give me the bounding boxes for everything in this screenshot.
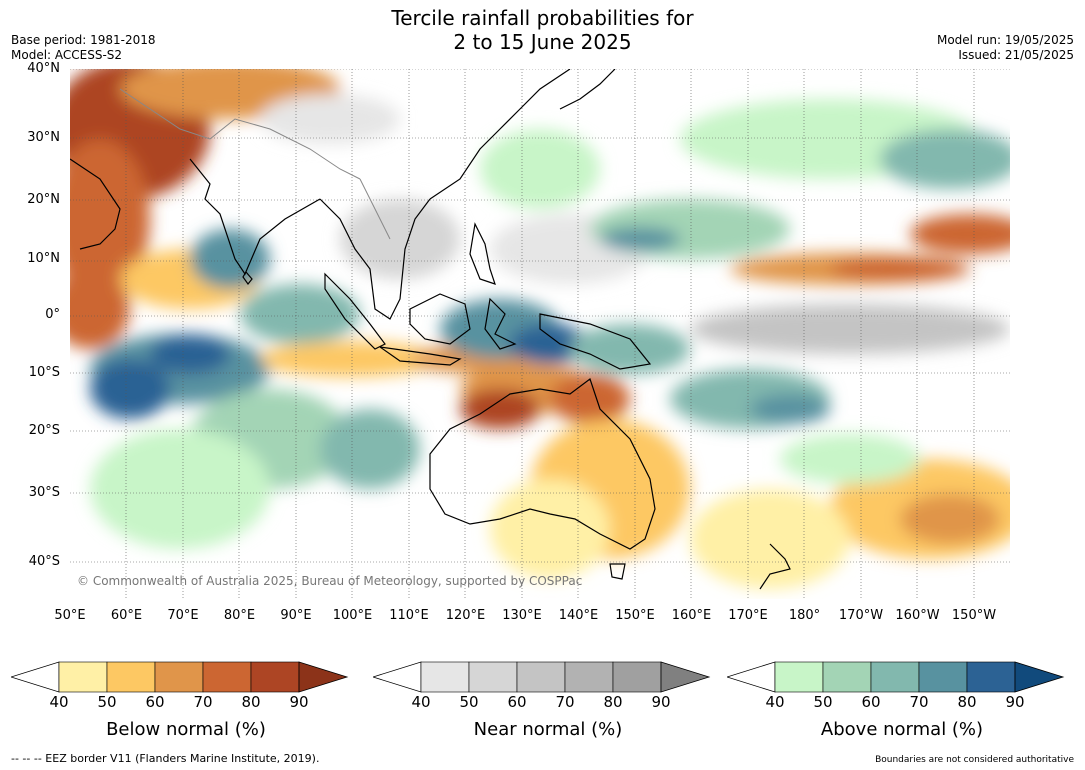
map-title-line2: 2 to 15 June 2025 [453, 30, 632, 54]
map-gridlines [70, 69, 1010, 599]
map-title-line1: Tercile rainfall probabilities for [391, 6, 694, 30]
colorbar-segment [516, 661, 566, 693]
lon-label: 160°E [671, 608, 712, 623]
colorbar-tick-label: 60 [507, 693, 527, 711]
lon-label: 180° [788, 608, 821, 623]
colorbar-segment [106, 661, 156, 693]
colorbar-segment [966, 661, 1016, 693]
lon-label: 110°E [389, 608, 429, 623]
colorbar-tick-label: 80 [241, 693, 261, 711]
lon-label: 160°W [895, 608, 940, 623]
colorbar-title: Above normal (%) [820, 719, 984, 740]
colorbar-segment [774, 661, 824, 693]
colorbar-tick-label: 50 [459, 693, 479, 711]
copyright-notice: © Commonwealth of Australia 2025, Bureau… [77, 574, 583, 588]
lon-label: 170°E [728, 608, 768, 623]
colorbar-high-extension [1014, 661, 1065, 693]
lon-label: 100°E [332, 608, 373, 623]
colorbar-tick-label: 40 [411, 693, 431, 711]
lon-label: 130°E [502, 608, 542, 623]
colorbar-segment [58, 661, 108, 693]
colorbar-segment [870, 661, 920, 693]
model-run: Model run: 19/05/2025 [936, 33, 1074, 47]
lat-label: 0° [45, 307, 60, 322]
lat-label: 10°S [28, 365, 60, 380]
colorbar-high-extension [660, 661, 711, 693]
colorbar-tick-label: 80 [957, 693, 977, 711]
lon-label: 70°E [167, 608, 199, 623]
lat-label: 20°N [27, 192, 60, 207]
base-period: Base period: 1981-2018 [11, 33, 156, 47]
lon-label: 90°E [280, 608, 312, 623]
map-canvas [70, 69, 1010, 599]
colorbar-low-extension [727, 661, 776, 693]
colorbar-high-extension [298, 661, 349, 693]
colorbar-segment [154, 661, 204, 693]
colorbar-tick-label: 70 [909, 693, 929, 711]
colorbar-title: Near normal (%) [473, 719, 623, 740]
colorbar-tick-label: 90 [289, 693, 309, 711]
lon-label: 150°W [951, 608, 997, 623]
colorbar-tick-label: 50 [97, 693, 117, 711]
colorbar-title: Below normal (%) [106, 719, 266, 740]
colorbar-segment [564, 661, 614, 693]
colorbar [727, 661, 1065, 693]
lon-label: 170°W [838, 608, 884, 623]
colorbar-segment [420, 661, 470, 693]
colorbar [373, 661, 711, 693]
colorbar-tick-label: 40 [49, 693, 69, 711]
colorbar-low-extension [11, 661, 60, 693]
colorbar [11, 661, 349, 693]
colorbar-tick-label: 90 [651, 693, 671, 711]
lat-label: 20°S [28, 423, 60, 438]
model-name: Model: ACCESS-S2 [11, 48, 123, 62]
coastlines [70, 69, 791, 590]
colorbar-tick-label: 90 [1005, 693, 1025, 711]
colorbar-segment [612, 661, 662, 693]
colorbar-segment [918, 661, 968, 693]
lat-label: 10°N [27, 251, 60, 266]
lat-label: 40°N [27, 61, 60, 76]
lat-label: 40°S [28, 554, 60, 569]
lat-label: 30°N [27, 130, 60, 145]
colorbar-tick-label: 70 [555, 693, 575, 711]
probability-field [70, 69, 1010, 589]
lon-label: 80°E [223, 608, 256, 623]
colorbar-segment [202, 661, 252, 693]
colorbar-tick-label: 80 [603, 693, 623, 711]
colorbar-low-extension [373, 661, 422, 693]
lat-label: 30°S [28, 485, 60, 500]
lon-label: 50°E [54, 608, 86, 623]
eez-border-note: -- -- -- EEZ border V11 (Flanders Marine… [11, 752, 320, 765]
colorbar-segment [468, 661, 518, 693]
colorbar-tick-label: 50 [813, 693, 833, 711]
colorbar-tick-label: 70 [193, 693, 213, 711]
colorbar-tick-label: 60 [145, 693, 165, 711]
lon-label: 120°E [445, 608, 486, 623]
lon-label: 140°E [558, 608, 599, 623]
lon-label: 60°E [110, 608, 143, 623]
colorbar-segment [822, 661, 872, 693]
lon-label: 150°E [615, 608, 655, 623]
country-borders [119, 88, 391, 240]
colorbar-segment [250, 661, 300, 693]
rainfall-probability-map: © Commonwealth of Australia 2025, Bureau… [70, 69, 1010, 599]
colorbar-tick-label: 40 [765, 693, 785, 711]
colorbar-tick-label: 60 [861, 693, 881, 711]
boundaries-disclaimer: Boundaries are not considered authoritat… [875, 755, 1074, 765]
issued-date: Issued: 21/05/2025 [958, 48, 1074, 62]
